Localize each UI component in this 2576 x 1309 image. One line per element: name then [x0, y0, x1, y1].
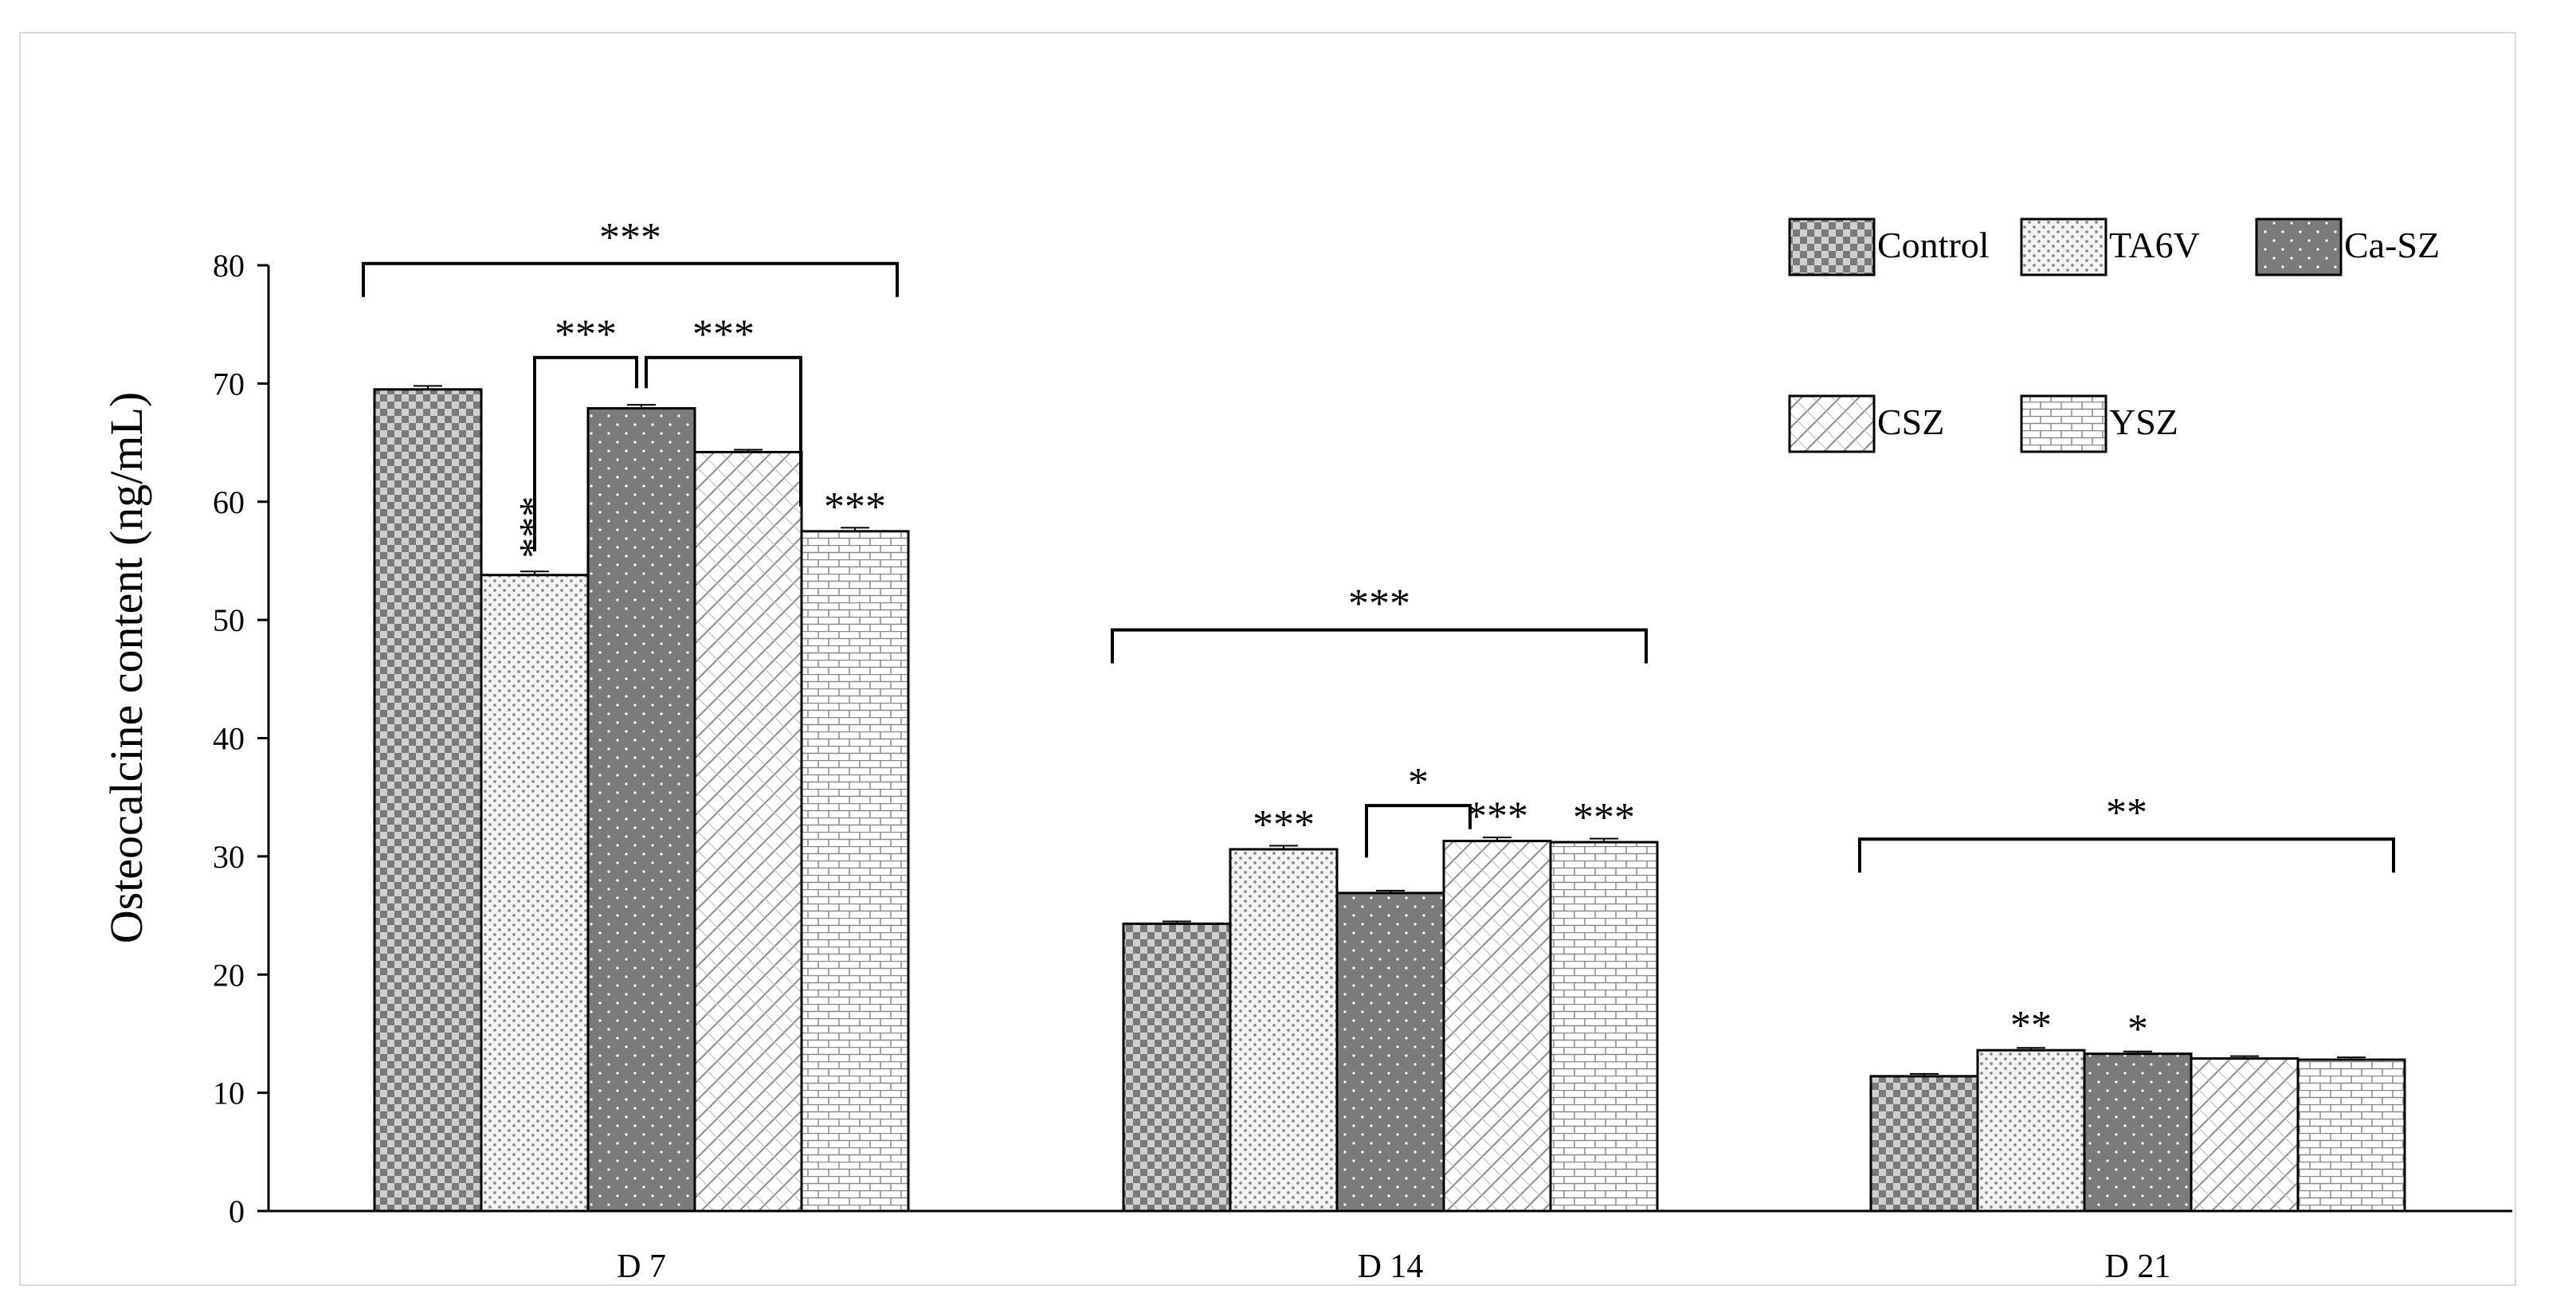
legend: Control TA6V Ca-SZ CSZ YSZ [1788, 218, 2440, 453]
pair-bracket-label: *** [555, 312, 617, 358]
y-tick-label: 20 [213, 957, 245, 993]
legend-item: Ca-SZ [2255, 218, 2440, 276]
bar [1122, 922, 1232, 1213]
significance-annotations: *** ****** *** ***** ************ **** [362, 215, 2395, 1052]
bar [480, 574, 590, 1213]
significance-mark: *** [1573, 795, 1635, 841]
bar [1869, 1075, 1979, 1213]
bar [693, 450, 803, 1213]
legend-swatch [1788, 218, 1876, 276]
y-tick-label: 60 [213, 484, 245, 520]
y-axis-label: Osteocalcine content (ng/mL) [100, 392, 152, 944]
legend-label: Ca-SZ [2344, 225, 2440, 265]
legend-item: TA6V [2020, 218, 2200, 276]
legend-swatch [1788, 394, 1876, 453]
legend-item: CSZ [1788, 394, 1944, 453]
bars [373, 385, 2406, 1213]
y-tick-label: 80 [213, 248, 245, 284]
group-bracket-label: *** [599, 215, 661, 261]
legend-label: Control [1877, 225, 1990, 265]
pair-bracket [533, 355, 638, 552]
significance-mark: *** [1466, 794, 1528, 840]
group-bracket [1111, 628, 1648, 664]
legend-swatch [2020, 394, 2107, 453]
group-bracket [1858, 837, 2395, 873]
y-tick-label: 50 [213, 602, 245, 638]
y-tick-label: 70 [213, 366, 245, 402]
bar [2296, 1058, 2406, 1213]
bar [373, 388, 483, 1213]
legend-label: CSZ [1877, 402, 1944, 442]
pair-bracket-label: * [1408, 760, 1429, 805]
x-tick-label: D 7 [617, 1248, 666, 1285]
significance-mark: * [2127, 1007, 2148, 1052]
x-tick-label: D 21 [2105, 1248, 2171, 1285]
bar [586, 407, 696, 1213]
significance-mark: *** [824, 484, 886, 530]
group-bracket [362, 261, 899, 297]
legend-item: Control [1788, 218, 1990, 276]
pair-bracket-label: *** [692, 312, 755, 358]
y-axis-ticks: 0 10 20 30 40 50 60 70 80 [213, 248, 269, 1229]
legend-swatch [2255, 218, 2343, 276]
bar [1442, 840, 1552, 1213]
bar [2083, 1052, 2193, 1213]
group-bracket-label: ** [2106, 790, 2147, 836]
bar [1549, 841, 1659, 1213]
bar [1229, 848, 1339, 1213]
x-tick-label: D 14 [1358, 1248, 1424, 1285]
y-tick-label: 0 [229, 1193, 245, 1229]
bar [800, 530, 910, 1213]
legend-item: YSZ [2020, 394, 2178, 453]
legend-label: TA6V [2109, 225, 2200, 265]
pair-bracket [645, 355, 802, 507]
pair-bracket [1365, 804, 1472, 858]
legend-label: YSZ [2109, 402, 2178, 442]
y-tick-label: 40 [213, 721, 245, 757]
bar [1976, 1048, 2086, 1213]
y-tick-label: 30 [213, 839, 245, 875]
bar [1335, 892, 1445, 1213]
legend-swatch [2020, 218, 2107, 276]
group-bracket-label: *** [1348, 582, 1410, 627]
significance-mark: *** [1253, 802, 1315, 848]
significance-mark: ** [2010, 1003, 2052, 1048]
bar [2190, 1057, 2300, 1213]
y-tick-label: 10 [213, 1076, 245, 1111]
